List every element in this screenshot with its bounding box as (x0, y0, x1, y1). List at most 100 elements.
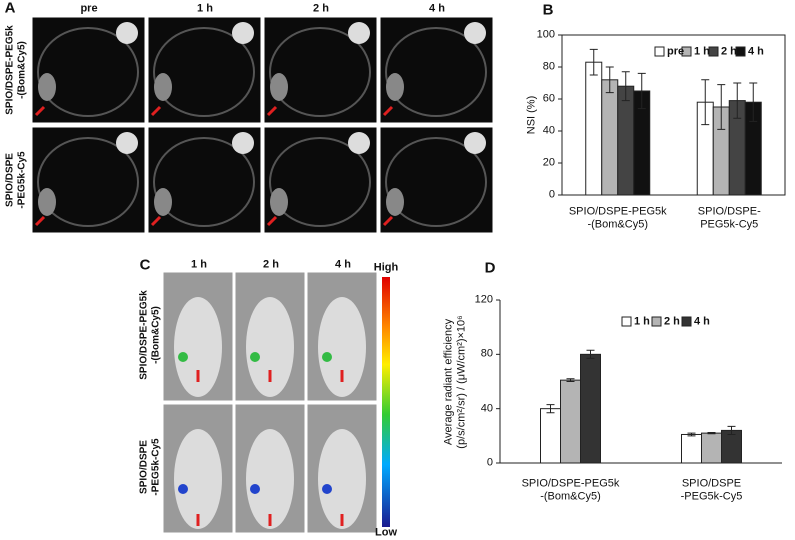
y-tick-label: 80 (542, 60, 555, 73)
legend-swatch (621, 316, 632, 327)
y-axis-label: NSI (%) (525, 95, 538, 135)
y-tick-label: 20 (542, 156, 555, 169)
arrow (382, 105, 394, 117)
legend-swatch (681, 316, 692, 327)
mri-phantom (348, 22, 370, 44)
mri-body (37, 27, 139, 117)
mri-phantom (464, 132, 486, 154)
mri-tumor (38, 73, 56, 101)
bar (580, 353, 601, 464)
signal (322, 352, 332, 362)
colorbar-label: Low (375, 526, 397, 539)
error-bar (566, 378, 575, 382)
row-label: SPIO/DSPE -PEG5k-Cy5 (138, 438, 162, 496)
legend-label: pre (667, 45, 685, 58)
mri-phantom (116, 132, 138, 154)
column-label: pre (80, 2, 98, 15)
error-bar (727, 425, 736, 435)
mri-phantom (116, 22, 138, 44)
error-bar (586, 349, 595, 359)
arrow (150, 105, 162, 117)
legend-label: 1 h (634, 315, 650, 328)
mri-body (385, 137, 487, 227)
legend-swatch (708, 46, 719, 57)
colorbar-label: High (373, 261, 399, 274)
row-label: SPIO/DSPE -PEG5k-Cy5 (4, 151, 28, 209)
error-bar (621, 71, 630, 102)
legend-label: 2 h (664, 315, 680, 328)
mri-phantom (232, 132, 254, 154)
mri-body (269, 137, 371, 227)
mouse-body (318, 429, 366, 529)
bar (681, 433, 702, 464)
column-label: 2 h (313, 2, 329, 15)
legend-swatch (651, 316, 662, 327)
arrow (34, 105, 46, 117)
y-tick-label: 80 (480, 348, 493, 361)
column-label: 4 h (429, 2, 445, 15)
y-tick-label: 100 (536, 28, 555, 41)
mri-phantom (348, 132, 370, 154)
bar (701, 432, 722, 464)
error-bar (717, 84, 726, 130)
mri-body (269, 27, 371, 117)
mouse-body (246, 429, 294, 529)
mri-phantom (464, 22, 486, 44)
signal (322, 484, 332, 494)
colorbar (382, 277, 390, 527)
column-label: 2 h (263, 258, 279, 271)
arrow (34, 215, 46, 227)
mri-tumor (270, 73, 288, 101)
mouse-body (318, 297, 366, 397)
mri-body (153, 137, 255, 227)
legend-swatch (654, 46, 665, 57)
mri-tumor (154, 188, 172, 216)
y-axis-label: Average radiant efficiency (p/s/cm²/sr) … (442, 314, 467, 449)
mri-tumor (386, 188, 404, 216)
mri-body (37, 137, 139, 227)
x-tick-label: SPIO/DSPE- PEG5k-Cy5 (697, 205, 761, 230)
y-tick-label: 60 (542, 92, 555, 105)
mri-tumor (270, 188, 288, 216)
mri-tumor (386, 73, 404, 101)
error-bar (687, 432, 696, 437)
signal (250, 484, 260, 494)
y-tick-label: 40 (542, 124, 555, 137)
mouse-body (246, 297, 294, 397)
mri-body (385, 27, 487, 117)
panel-letter: C (139, 256, 151, 274)
error-bar (589, 48, 598, 76)
error-bar (546, 404, 555, 414)
error-bar (749, 82, 758, 122)
error-bar (707, 431, 716, 435)
row-label: SPIO/DSPE-PEG5k -(Bom&Cy5) (4, 25, 28, 115)
legend-label: 1 h (694, 45, 710, 58)
signal (178, 352, 188, 362)
y-tick-label: 0 (548, 188, 555, 201)
x-tick-label: SPIO/DSPE-PEG5k -(Bom&Cy5) (521, 477, 620, 502)
bar (721, 429, 742, 464)
panel-letter: D (484, 259, 496, 277)
legend-label: 4 h (748, 45, 764, 58)
y-tick-label: 40 (480, 402, 493, 415)
y-tick-label: 120 (474, 293, 493, 306)
bar (560, 379, 581, 464)
panel-letter: B (542, 1, 554, 19)
arrow (266, 105, 278, 117)
column-label: 1 h (191, 258, 207, 271)
x-tick-label: SPIO/DSPE-PEG5k -(Bom&Cy5) (568, 205, 667, 230)
arrow (266, 215, 278, 227)
column-label: 1 h (197, 2, 213, 15)
error-bar (637, 72, 646, 110)
legend-label: 4 h (694, 315, 710, 328)
x-tick-label: SPIO/DSPE -PEG5k-Cy5 (680, 477, 743, 502)
error-bar (701, 79, 710, 126)
error-bar (605, 66, 614, 94)
legend-label: 2 h (721, 45, 737, 58)
column-label: 4 h (335, 258, 351, 271)
row-label: SPIO/DSPE-PEG5k -(Bom&Cy5) (138, 290, 162, 380)
legend-swatch (735, 46, 746, 57)
signal (250, 352, 260, 362)
